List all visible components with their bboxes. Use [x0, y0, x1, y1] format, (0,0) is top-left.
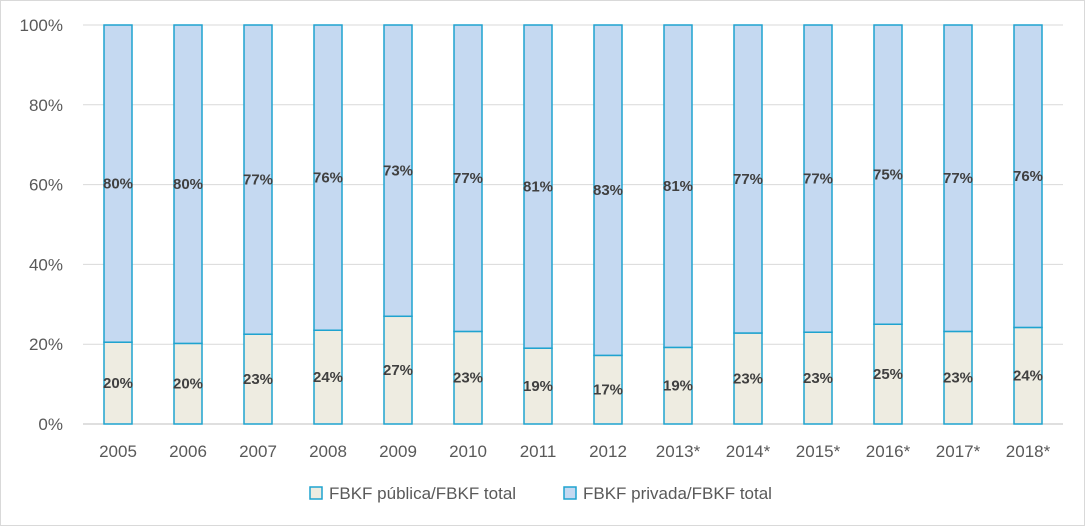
- data-label-private: 81%: [663, 178, 693, 195]
- bar-segment-private: [663, 24, 693, 349]
- x-tick-label: 2018*: [1006, 442, 1051, 461]
- y-tick-label: 60%: [29, 176, 63, 195]
- bar-segment-public: [943, 330, 973, 425]
- legend-label-private: FBKF privada/FBKF total: [583, 484, 772, 503]
- data-label-public: 20%: [173, 376, 203, 393]
- bar-segment-public: [733, 332, 763, 425]
- data-label-public: 19%: [663, 378, 693, 395]
- x-tick-label: 2017*: [936, 442, 981, 461]
- x-tick-label: 2006: [169, 442, 207, 461]
- data-label-public: 25%: [873, 366, 903, 383]
- x-tick-label: 2015*: [796, 442, 841, 461]
- bar-segment-private: [383, 24, 413, 318]
- data-label-private: 83%: [593, 182, 623, 199]
- x-tick-label: 2010: [449, 442, 487, 461]
- x-tick-label: 2009: [379, 442, 417, 461]
- bar-segment-public: [313, 329, 343, 425]
- bar-segment-public: [243, 333, 273, 425]
- x-tick-label: 2005: [99, 442, 137, 461]
- bars: [103, 24, 1043, 425]
- bar-segment-private: [733, 24, 763, 334]
- x-tick-label: 2013*: [656, 442, 701, 461]
- bar-segment-private: [943, 24, 973, 333]
- bar-segment-private: [453, 24, 483, 333]
- bar-segment-private: [873, 24, 903, 325]
- data-labels: 20% 80% 20% 80% 23% 77% 24% 76% 27% 73% 23% 77% 19% 8…: [103, 163, 1043, 399]
- bar-segment-public: [803, 331, 833, 425]
- bar-segment-private: [243, 24, 273, 335]
- x-tick-label: 2014*: [726, 442, 771, 461]
- y-axis-ticks: 0% 20% 40% 60% 80% 100%: [20, 16, 63, 434]
- bar-segment-public: [593, 354, 623, 425]
- bar-segment-private: [103, 24, 133, 343]
- y-tick-label: 0%: [38, 415, 63, 434]
- data-label-public: 23%: [803, 370, 833, 387]
- data-label-public: 23%: [453, 370, 483, 387]
- gridlines: [83, 24, 1063, 425]
- bar-segment-public: [873, 323, 903, 425]
- data-label-private: 75%: [873, 167, 903, 184]
- data-label-public: 23%: [733, 371, 763, 388]
- legend-label-public: FBKF pública/FBKF total: [329, 484, 516, 503]
- data-label-private: 76%: [313, 170, 343, 187]
- bar-segment-public: [523, 347, 553, 425]
- x-axis-ticks: 2005 2006 2007 2008 2009 2010 2011 2012 2013* 201…: [99, 442, 1051, 461]
- bar-segment-private: [803, 24, 833, 333]
- y-tick-label: 80%: [29, 96, 63, 115]
- legend-swatch-public: [309, 486, 323, 500]
- bar-segment-private: [593, 24, 623, 357]
- y-tick-label: 100%: [20, 16, 63, 35]
- data-label-public: 17%: [593, 382, 623, 399]
- data-label-private: 76%: [1013, 168, 1043, 185]
- data-label-public: 20%: [103, 375, 133, 392]
- data-label-public: 27%: [383, 362, 413, 379]
- data-label-public: 24%: [313, 369, 343, 386]
- data-label-private: 81%: [523, 179, 553, 196]
- legend-swatch-private: [563, 486, 577, 500]
- bar-segment-private: [313, 24, 343, 331]
- bar-segment-public: [173, 342, 203, 425]
- y-tick-label: 20%: [29, 335, 63, 354]
- data-label-private: 80%: [103, 176, 133, 193]
- legend: FBKF pública/FBKF total FBKF privada/FBKF…: [309, 484, 772, 503]
- x-tick-label: 2011: [520, 442, 557, 461]
- data-label-private: 77%: [943, 170, 973, 187]
- data-label-private: 73%: [383, 163, 413, 180]
- data-label-private: 80%: [173, 176, 203, 193]
- data-label-private: 77%: [453, 170, 483, 187]
- data-label-public: 19%: [523, 378, 553, 395]
- data-label-private: 77%: [803, 171, 833, 188]
- data-label-public: 23%: [243, 371, 273, 388]
- bar-segment-public: [453, 330, 483, 425]
- x-tick-label: 2012: [589, 442, 627, 461]
- x-tick-label: 2008: [309, 442, 347, 461]
- y-tick-label: 40%: [29, 255, 63, 274]
- data-label-public: 24%: [1013, 368, 1043, 385]
- x-tick-label: 2016*: [866, 442, 911, 461]
- bar-segment-private: [1013, 24, 1043, 329]
- x-tick-label: 2007: [239, 442, 277, 461]
- data-label-private: 77%: [733, 171, 763, 188]
- bar-segment-private: [523, 24, 553, 349]
- data-label-private: 77%: [243, 172, 273, 189]
- bar-segment-private: [173, 24, 203, 345]
- data-label-public: 23%: [943, 370, 973, 387]
